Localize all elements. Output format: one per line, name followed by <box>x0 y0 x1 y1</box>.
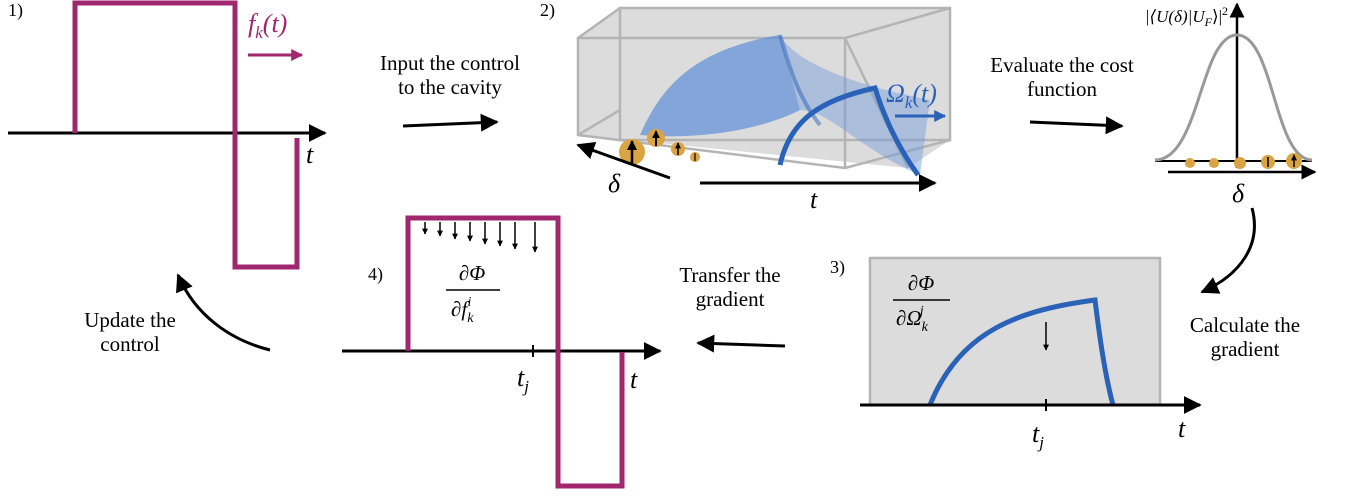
caption: to the cavity <box>398 75 502 99</box>
step-arrow: Calculate the gradient <box>1190 208 1300 361</box>
text-part: j <box>1037 433 1044 452</box>
text-part: j <box>522 377 529 396</box>
control-pulse <box>75 3 297 267</box>
axis-label: t <box>810 185 818 214</box>
text-part: (t) <box>263 9 288 38</box>
text-part: |⟨U(δ)|U <box>1145 7 1206 26</box>
caption: function <box>1027 77 1097 101</box>
text-part: k <box>467 311 474 326</box>
text-part: 2 <box>1222 4 1228 18</box>
axis-label: δ <box>1232 179 1245 208</box>
caption: Update the <box>84 308 176 332</box>
step-number: 2) <box>540 0 555 21</box>
cost-panel: |⟨U(δ)|UF⟩|2 δ <box>1145 4 1315 208</box>
arrow <box>178 275 270 350</box>
panel-3: 3) ∂Φ ∂Ωk j tj t <box>830 257 1200 452</box>
step-number: 4) <box>368 264 383 285</box>
gradient-numerator: ∂Φ <box>908 271 934 295</box>
axis-label: t <box>1178 414 1186 443</box>
arrow <box>1030 122 1122 126</box>
step-arrow: Transfer the gradient <box>679 263 785 346</box>
caption: Calculate the <box>1190 313 1300 337</box>
text-part: i <box>467 295 471 310</box>
gradient-numerator: ∂Φ <box>459 261 485 285</box>
caption: Input the control <box>380 51 520 75</box>
caption: control <box>100 332 160 356</box>
caption: Evaluate the cost <box>990 53 1134 77</box>
step-arrow: Input the control to the cavity <box>380 51 520 126</box>
panel-1: 1) fk(t) t <box>8 0 325 267</box>
text-part: (t) <box>912 79 937 108</box>
update-arrows <box>425 222 535 252</box>
caption: gradient <box>1211 337 1280 361</box>
step-arrow: Evaluate the cost function <box>990 53 1134 126</box>
caption: gradient <box>696 287 765 311</box>
panel-4: 4) ∂Φ ∂fki tj t <box>342 218 660 486</box>
axis-label: t <box>306 140 314 169</box>
field-label: Ωk(t) <box>886 79 937 112</box>
text-part: k <box>922 320 929 335</box>
signal-label: fk(t) <box>248 9 287 42</box>
gradient-denominator: ∂fki <box>451 295 474 326</box>
caption: Transfer the <box>679 263 780 287</box>
arrow <box>1202 208 1254 292</box>
diagram: 1) fk(t) t Input the control to the cavi… <box>0 0 1351 491</box>
axis-label: δ <box>608 169 621 198</box>
step-number: 1) <box>8 0 23 21</box>
text-part: Ω <box>886 79 905 108</box>
cost-label: |⟨U(δ)|UF⟩|2 <box>1145 4 1228 29</box>
text-part: ⟩| <box>1212 7 1222 26</box>
axis-label: t <box>630 365 638 394</box>
cost-curve <box>1155 35 1312 160</box>
text-part: ∂Ω <box>896 306 922 330</box>
step-arrow: Update the control <box>84 275 270 356</box>
step-number: 3) <box>830 257 845 278</box>
tick-label: tj <box>517 363 529 396</box>
tick-label: tj <box>1032 419 1044 452</box>
arrow <box>698 343 785 346</box>
arrow <box>403 122 497 126</box>
panel-2: 2) Ωk(t) δ t <box>540 0 950 214</box>
